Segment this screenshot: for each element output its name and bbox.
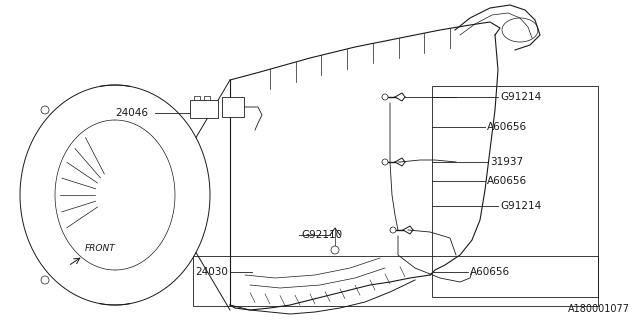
Circle shape <box>41 106 49 114</box>
Circle shape <box>390 227 396 233</box>
Bar <box>432 86 598 297</box>
Bar <box>193 256 598 306</box>
Text: FRONT: FRONT <box>85 244 116 253</box>
Text: G91214: G91214 <box>500 92 541 102</box>
Text: G92110: G92110 <box>301 230 342 240</box>
Text: 24046: 24046 <box>115 108 148 118</box>
Text: A60656: A60656 <box>487 176 527 186</box>
Circle shape <box>382 159 388 165</box>
Text: 31937: 31937 <box>490 157 523 167</box>
Text: A60656: A60656 <box>487 122 527 132</box>
Circle shape <box>331 246 339 254</box>
Circle shape <box>41 276 49 284</box>
Bar <box>222 97 244 117</box>
Text: 24030: 24030 <box>195 267 228 277</box>
Text: A180001077: A180001077 <box>568 304 630 314</box>
Text: G91214: G91214 <box>500 201 541 211</box>
Circle shape <box>382 94 388 100</box>
Bar <box>190 100 218 118</box>
Text: A60656: A60656 <box>470 267 510 277</box>
